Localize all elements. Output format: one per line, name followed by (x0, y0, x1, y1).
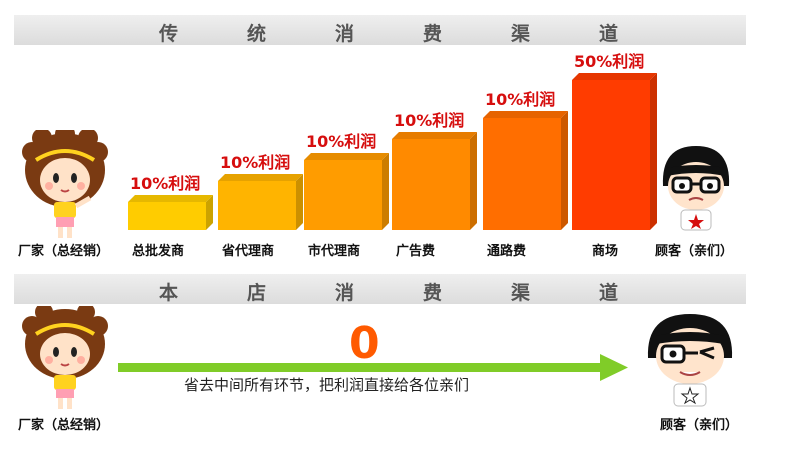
bar-省代理商 (218, 181, 296, 230)
banner-char: 道 (599, 282, 619, 304)
bar-side (470, 132, 477, 230)
bar-top (128, 195, 213, 202)
bar-value-label: 10%利润 (306, 132, 377, 151)
category-label: 通路费 (487, 244, 527, 259)
category-label: 市代理商 (308, 244, 361, 259)
category-label: 商场 (592, 244, 619, 259)
bottom-customer-label: 顾客（亲们） (660, 418, 739, 433)
bar-value-label: 10%利润 (485, 90, 556, 109)
girl-character-icon (22, 306, 108, 409)
banner-char: 费 (423, 282, 443, 304)
bar-side (206, 195, 213, 230)
bar-side (296, 174, 303, 230)
bar-商场 (572, 80, 650, 230)
customer-label: 顾客（亲们） (655, 244, 734, 259)
customer-winking-character-icon (647, 314, 733, 407)
bar-side (561, 111, 568, 230)
banner-title: 本店消费渠道 (14, 274, 746, 304)
banner-traditional: 传统消费渠道 (14, 15, 746, 45)
bar-top (483, 111, 568, 118)
banner-char: 传 (159, 23, 179, 45)
arrow-head (600, 354, 628, 381)
bar-市代理商 (304, 160, 382, 230)
bar-side (382, 153, 389, 230)
girl-character-icon (22, 130, 108, 238)
bar-top (218, 174, 303, 181)
banner-char: 统 (247, 23, 267, 45)
manufacturer-label: 厂家（总经销） (18, 244, 110, 259)
bar-side (650, 73, 657, 230)
bar-广告费 (392, 139, 470, 230)
bar-value-label: 10%利润 (130, 174, 201, 193)
arrow-caption: 省去中间所有环节，把利润直接给各位亲们 (184, 376, 470, 394)
arrow-shaft (118, 363, 603, 372)
bar-top (304, 153, 389, 160)
bar-value-label: 50%利润 (574, 52, 645, 71)
bottom-manufacturer-label: 厂家（总经销） (18, 418, 110, 433)
banner-title: 传统消费渠道 (14, 15, 746, 45)
customer-character-icon (662, 146, 730, 231)
category-label: 省代理商 (222, 244, 275, 259)
bar-value-label: 10%利润 (220, 153, 291, 172)
bar-top (392, 132, 477, 139)
banner-char: 本 (159, 282, 179, 304)
bar-top (572, 73, 657, 80)
banner-char: 渠 (511, 282, 531, 304)
category-label: 总批发商 (132, 244, 185, 259)
banner-our-store: 本店消费渠道 (14, 274, 746, 304)
category-label: 广告费 (396, 244, 436, 259)
bar-通路费 (483, 118, 561, 230)
banner-char: 道 (599, 23, 619, 45)
bar-value-label: 10%利润 (394, 111, 465, 130)
zero-profit-value: 0 (349, 318, 380, 369)
banner-char: 渠 (511, 23, 531, 45)
banner-char: 消 (335, 282, 355, 304)
banner-char: 消 (335, 23, 355, 45)
banner-char: 费 (423, 23, 443, 45)
bar-总批发商 (128, 202, 206, 230)
banner-char: 店 (247, 282, 267, 304)
